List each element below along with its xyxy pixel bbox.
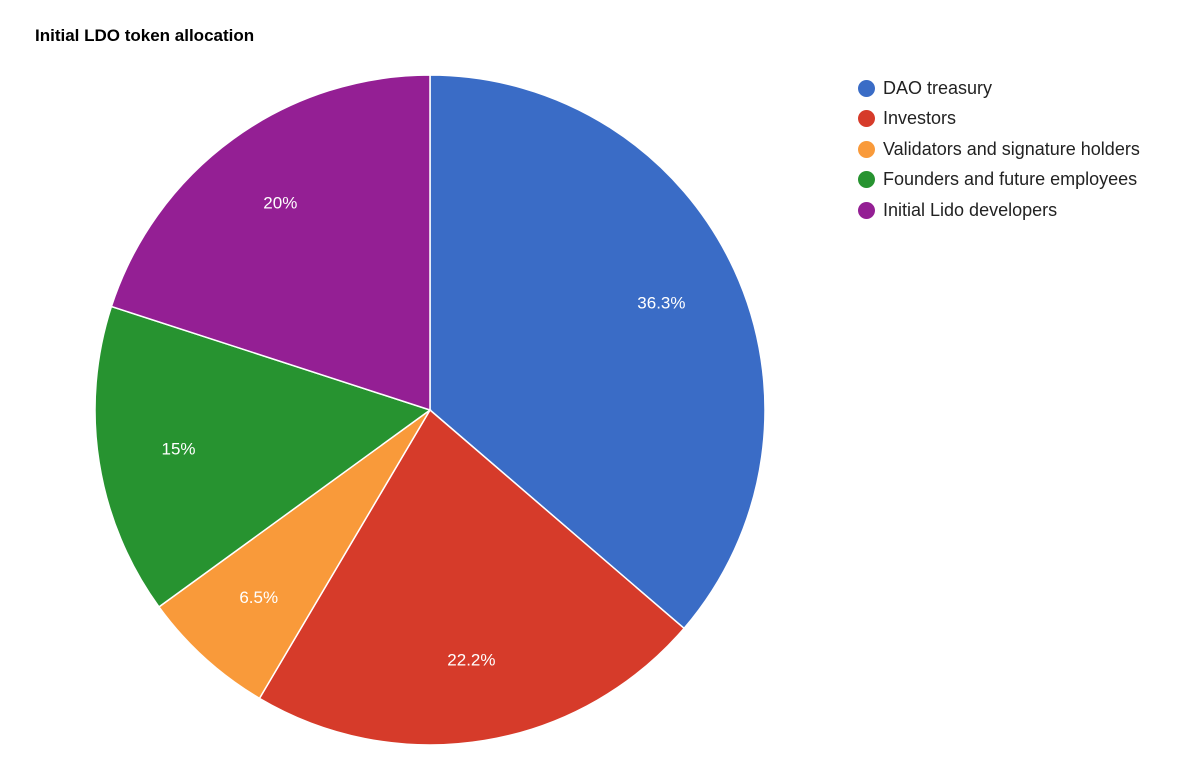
legend-label: DAO treasury [883,77,993,98]
slice-value-label: 15% [161,439,195,458]
pie-slices [94,74,766,746]
legend-dot-icon [858,140,875,158]
chart-title: Initial LDO token allocation [35,26,255,45]
pie-slice [258,408,686,746]
legend: DAO treasury Investors Validators and si… [858,73,1140,226]
legend-item: Validators and signature holders [858,134,1140,165]
legend-label: Initial Lido developers [883,199,1058,220]
legend-dot-icon [858,79,875,97]
slice-value-label: 6.5% [239,588,278,607]
legend-label: Investors [883,108,957,129]
legend-dot-icon [858,110,875,128]
legend-item: DAO treasury [858,73,1140,104]
pie-slice [429,74,766,630]
slice-value-label: 36.3% [637,293,685,312]
pie-slice [157,409,431,700]
pie-labels: 36.3% 22.2% 6.5% 15% 20% [161,193,685,669]
slice-value-label: 20% [263,193,297,212]
legend-item: Initial Lido developers [858,195,1140,226]
legend-label: Founders and future employees [883,169,1138,190]
legend-dot-icon [858,201,875,219]
pie-slice [110,74,431,412]
legend-dot-icon [858,171,875,189]
slice-value-label: 22.2% [447,651,495,670]
legend-item: Investors [858,104,1140,135]
pie-slice [94,305,432,608]
legend-item: Founders and future employees [858,165,1140,196]
legend-label: Validators and signature holders [883,138,1140,159]
